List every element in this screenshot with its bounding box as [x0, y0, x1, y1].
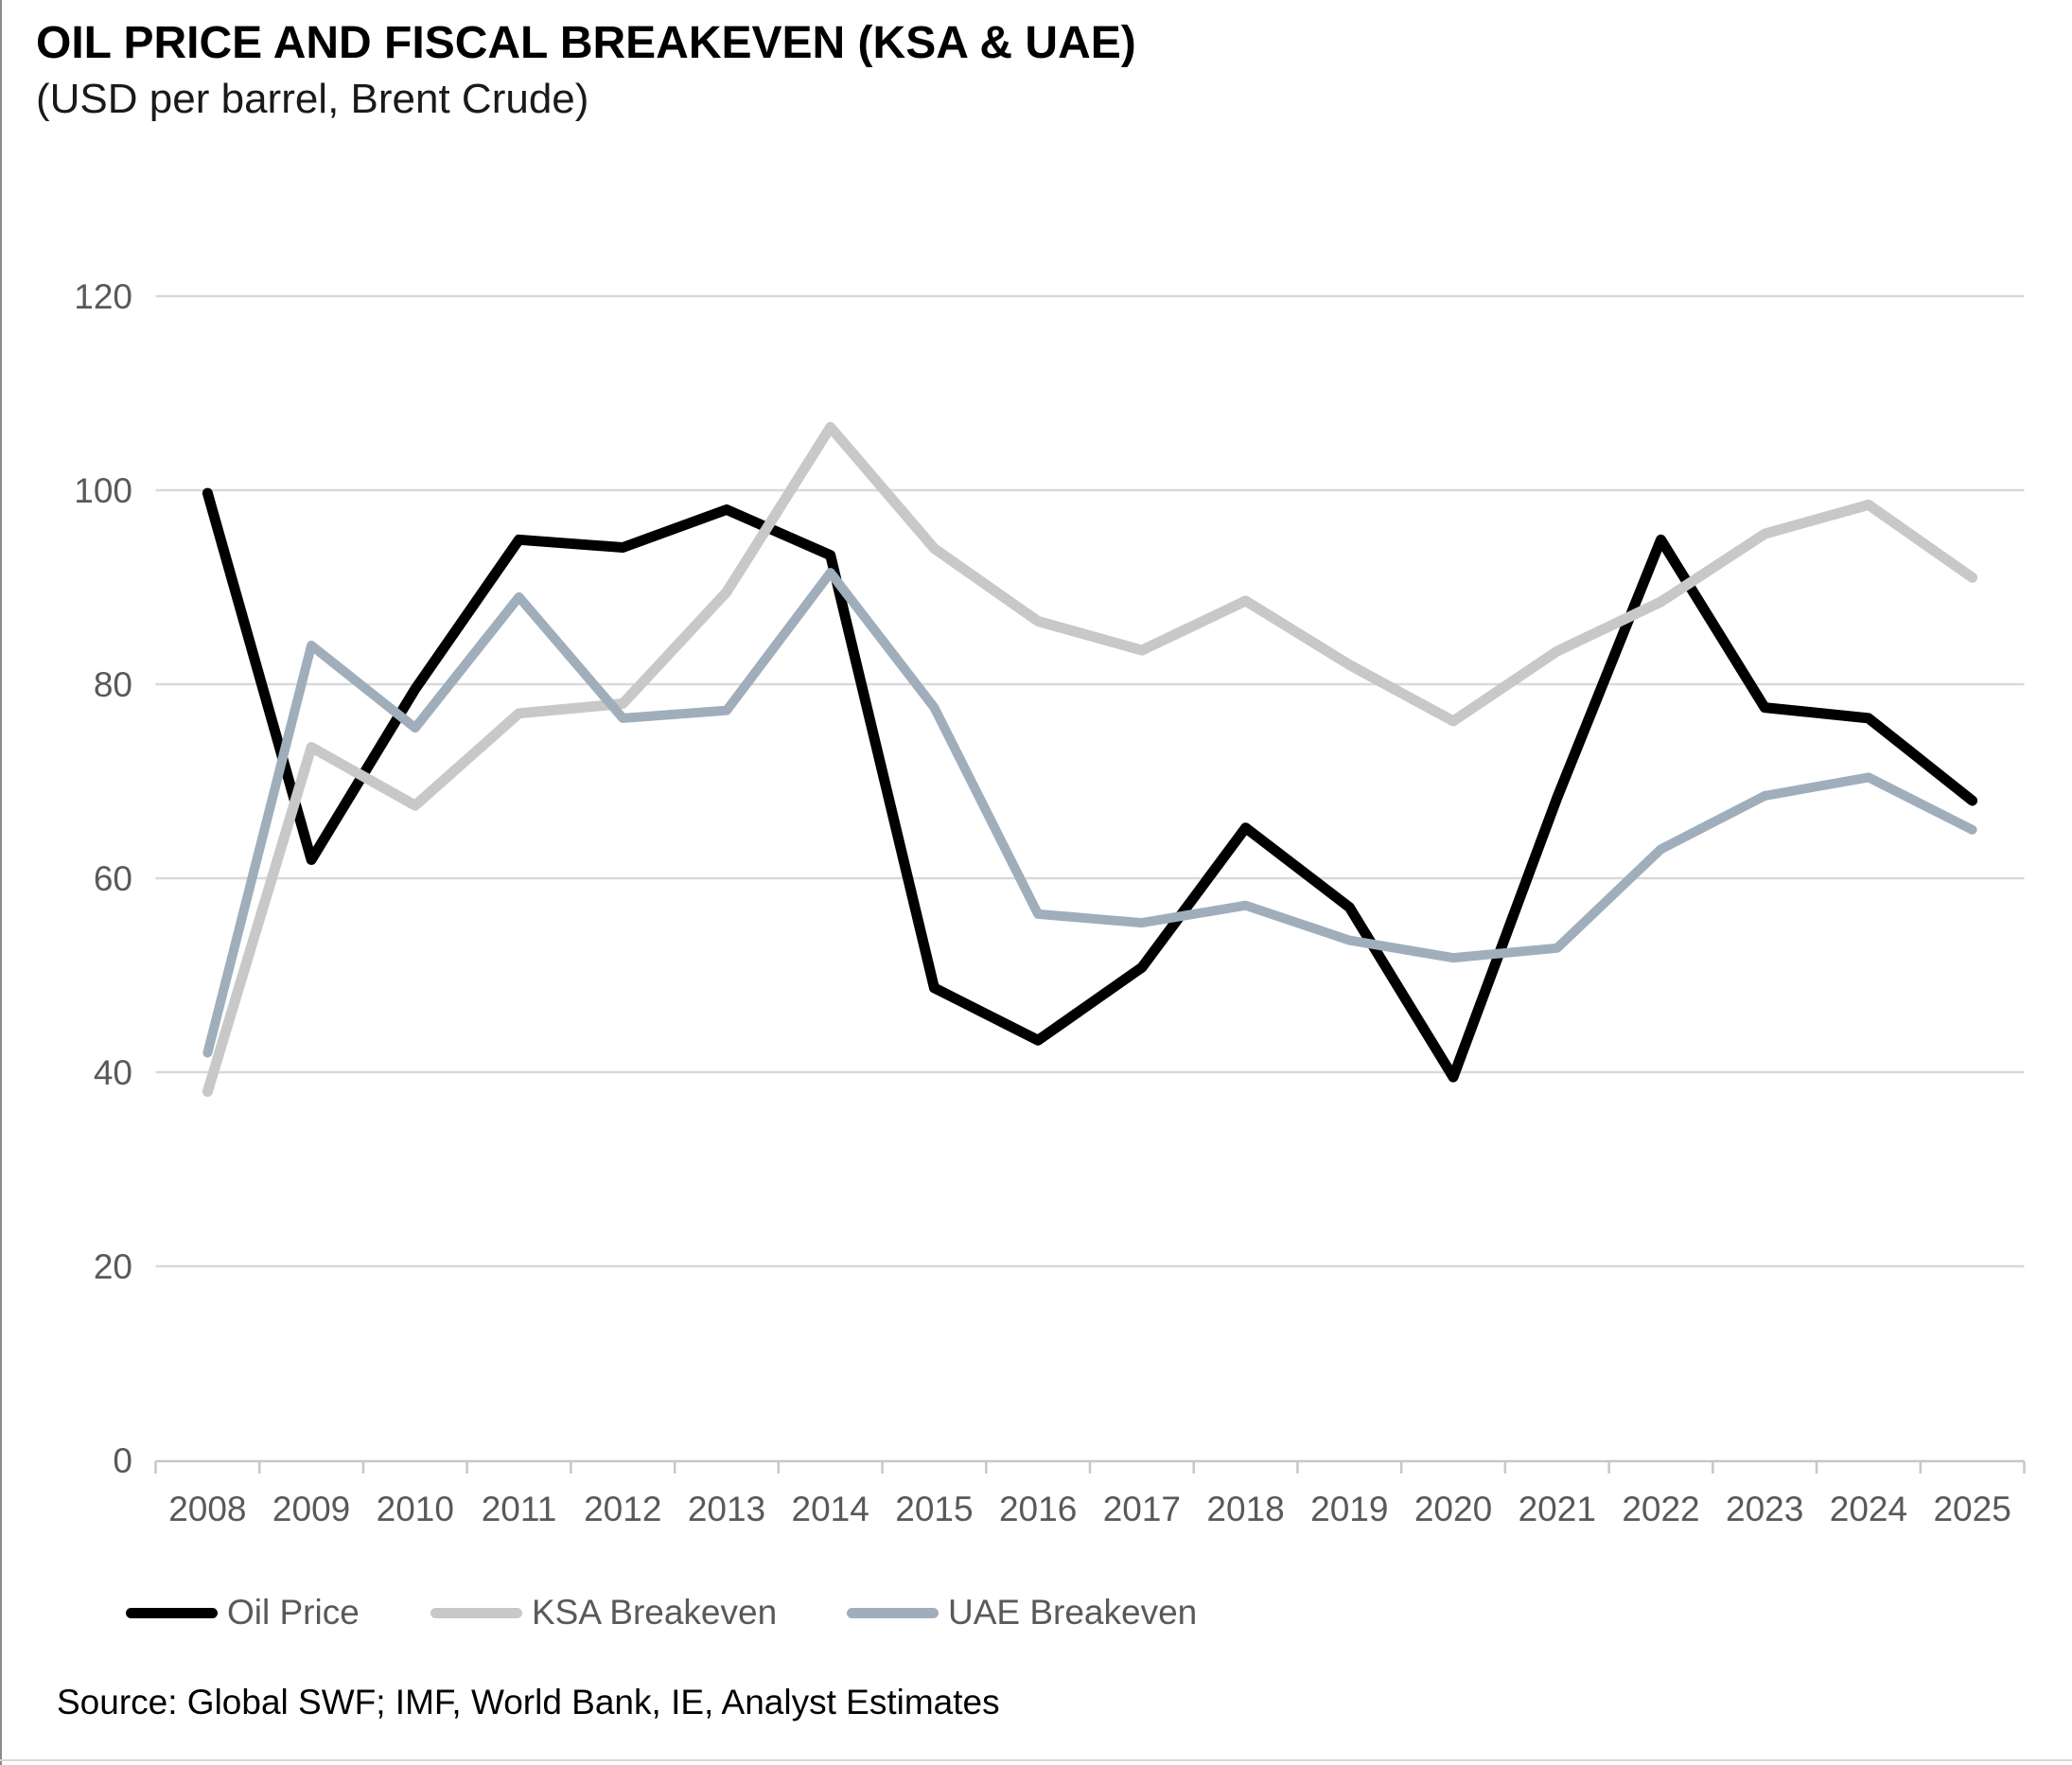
y-tick-label: 40: [94, 1053, 132, 1092]
page-subtitle: (USD per barrel, Brent Crude): [36, 76, 589, 122]
x-tick-label: 2022: [1622, 1490, 1699, 1528]
x-tick-label: 2024: [1830, 1490, 1907, 1528]
x-tick-label: 2008: [168, 1490, 246, 1528]
legend-item-oil-price: Oil Price: [126, 1592, 360, 1633]
x-tick-label: 2021: [1519, 1490, 1596, 1528]
y-axis-labels: 0 20 40 60 80 100 120: [74, 277, 132, 1480]
legend-label: UAE Breakeven: [948, 1593, 1198, 1632]
x-tick-label: 2020: [1414, 1490, 1492, 1528]
x-axis-labels: 2008 2009 2010 2011 2012 2013 2014 2015 2016 2017…: [168, 1490, 2011, 1528]
y-tick-label: 60: [94, 859, 132, 898]
oil-price-line-swatch-icon: [126, 1607, 218, 1618]
source-note: Source: Global SWF; IMF, World Bank, IE,…: [57, 1683, 1000, 1721]
window-bottom-border: [0, 1759, 2072, 1761]
gridlines: [155, 294, 2025, 1268]
legend: Oil Price KSA Breakeven UAE Breakeven: [0, 1592, 2072, 1633]
legend-label: Oil Price: [227, 1593, 360, 1632]
x-axis: [154, 1459, 2026, 1474]
ksa-breakeven-line-swatch-icon: [430, 1607, 522, 1618]
x-tick-label: 2015: [895, 1490, 973, 1528]
series-line-uae-breakeven: [202, 568, 1977, 1058]
uae-breakeven-line-swatch-icon: [847, 1607, 939, 1618]
x-tick-label: 2013: [688, 1490, 765, 1528]
y-tick-label: 0: [113, 1441, 132, 1480]
x-tick-label: 2009: [272, 1490, 350, 1528]
x-tick-label: 2014: [792, 1490, 869, 1528]
x-tick-label: 2017: [1103, 1490, 1181, 1528]
page-title: OIL PRICE AND FISCAL BREAKEVEN (KSA & UA…: [36, 18, 1136, 68]
y-tick-label: 20: [94, 1247, 132, 1286]
y-tick-label: 80: [94, 665, 132, 704]
x-tick-label: 2016: [999, 1490, 1077, 1528]
x-tick-label: 2023: [1726, 1490, 1803, 1528]
legend-label: KSA Breakeven: [532, 1593, 778, 1632]
x-tick-label: 2018: [1206, 1490, 1284, 1528]
x-tick-label: 2025: [1933, 1490, 2011, 1528]
x-tick-label: 2010: [377, 1490, 454, 1528]
x-tick-label: 2019: [1310, 1490, 1388, 1528]
window-left-border: [0, 0, 2, 1765]
x-tick-label: 2012: [584, 1490, 661, 1528]
series-line-oil-price: [202, 487, 1978, 1083]
legend-item-ksa-breakeven: KSA Breakeven: [430, 1592, 777, 1633]
x-tick-label: 2011: [482, 1490, 557, 1528]
y-tick-label: 120: [74, 277, 132, 316]
series-line-ksa-breakeven: [202, 421, 1978, 1097]
legend-item-uae-breakeven: UAE Breakeven: [847, 1592, 1197, 1633]
y-tick-label: 100: [74, 471, 132, 510]
